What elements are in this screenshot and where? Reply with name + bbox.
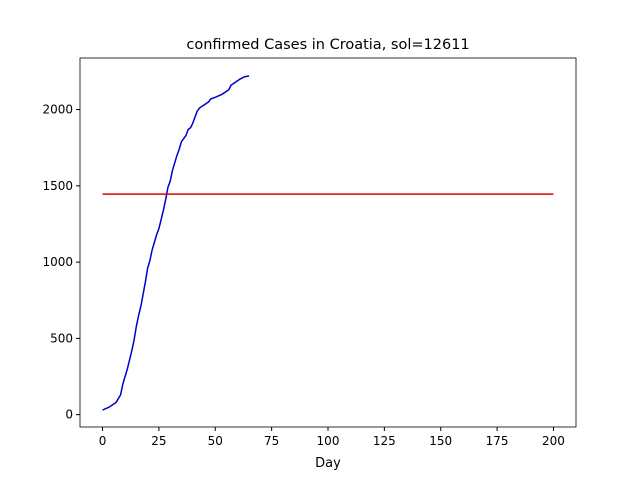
x-tick-label: 75 bbox=[264, 434, 279, 448]
y-tick-label: 2000 bbox=[42, 103, 73, 117]
y-tick-label: 1000 bbox=[42, 255, 73, 269]
y-tick-label: 0 bbox=[65, 408, 73, 422]
plot-frame bbox=[79, 57, 577, 428]
x-tick-label: 0 bbox=[99, 434, 107, 448]
y-tick-label: 1500 bbox=[42, 179, 73, 193]
chart-title: confirmed Cases in Croatia, sol=12611 bbox=[186, 37, 469, 53]
x-tick-label: 125 bbox=[373, 434, 396, 448]
y-tick-label: 500 bbox=[50, 331, 73, 345]
x-tick-label: 25 bbox=[151, 434, 166, 448]
x-tick-label: 175 bbox=[486, 434, 509, 448]
x-tick-label: 200 bbox=[542, 434, 565, 448]
x-tick-label: 100 bbox=[317, 434, 340, 448]
x-tick-label: 150 bbox=[429, 434, 452, 448]
series-line bbox=[102, 75, 250, 411]
x-axis-label: Day bbox=[315, 456, 341, 471]
x-tick-label: 50 bbox=[208, 434, 223, 448]
